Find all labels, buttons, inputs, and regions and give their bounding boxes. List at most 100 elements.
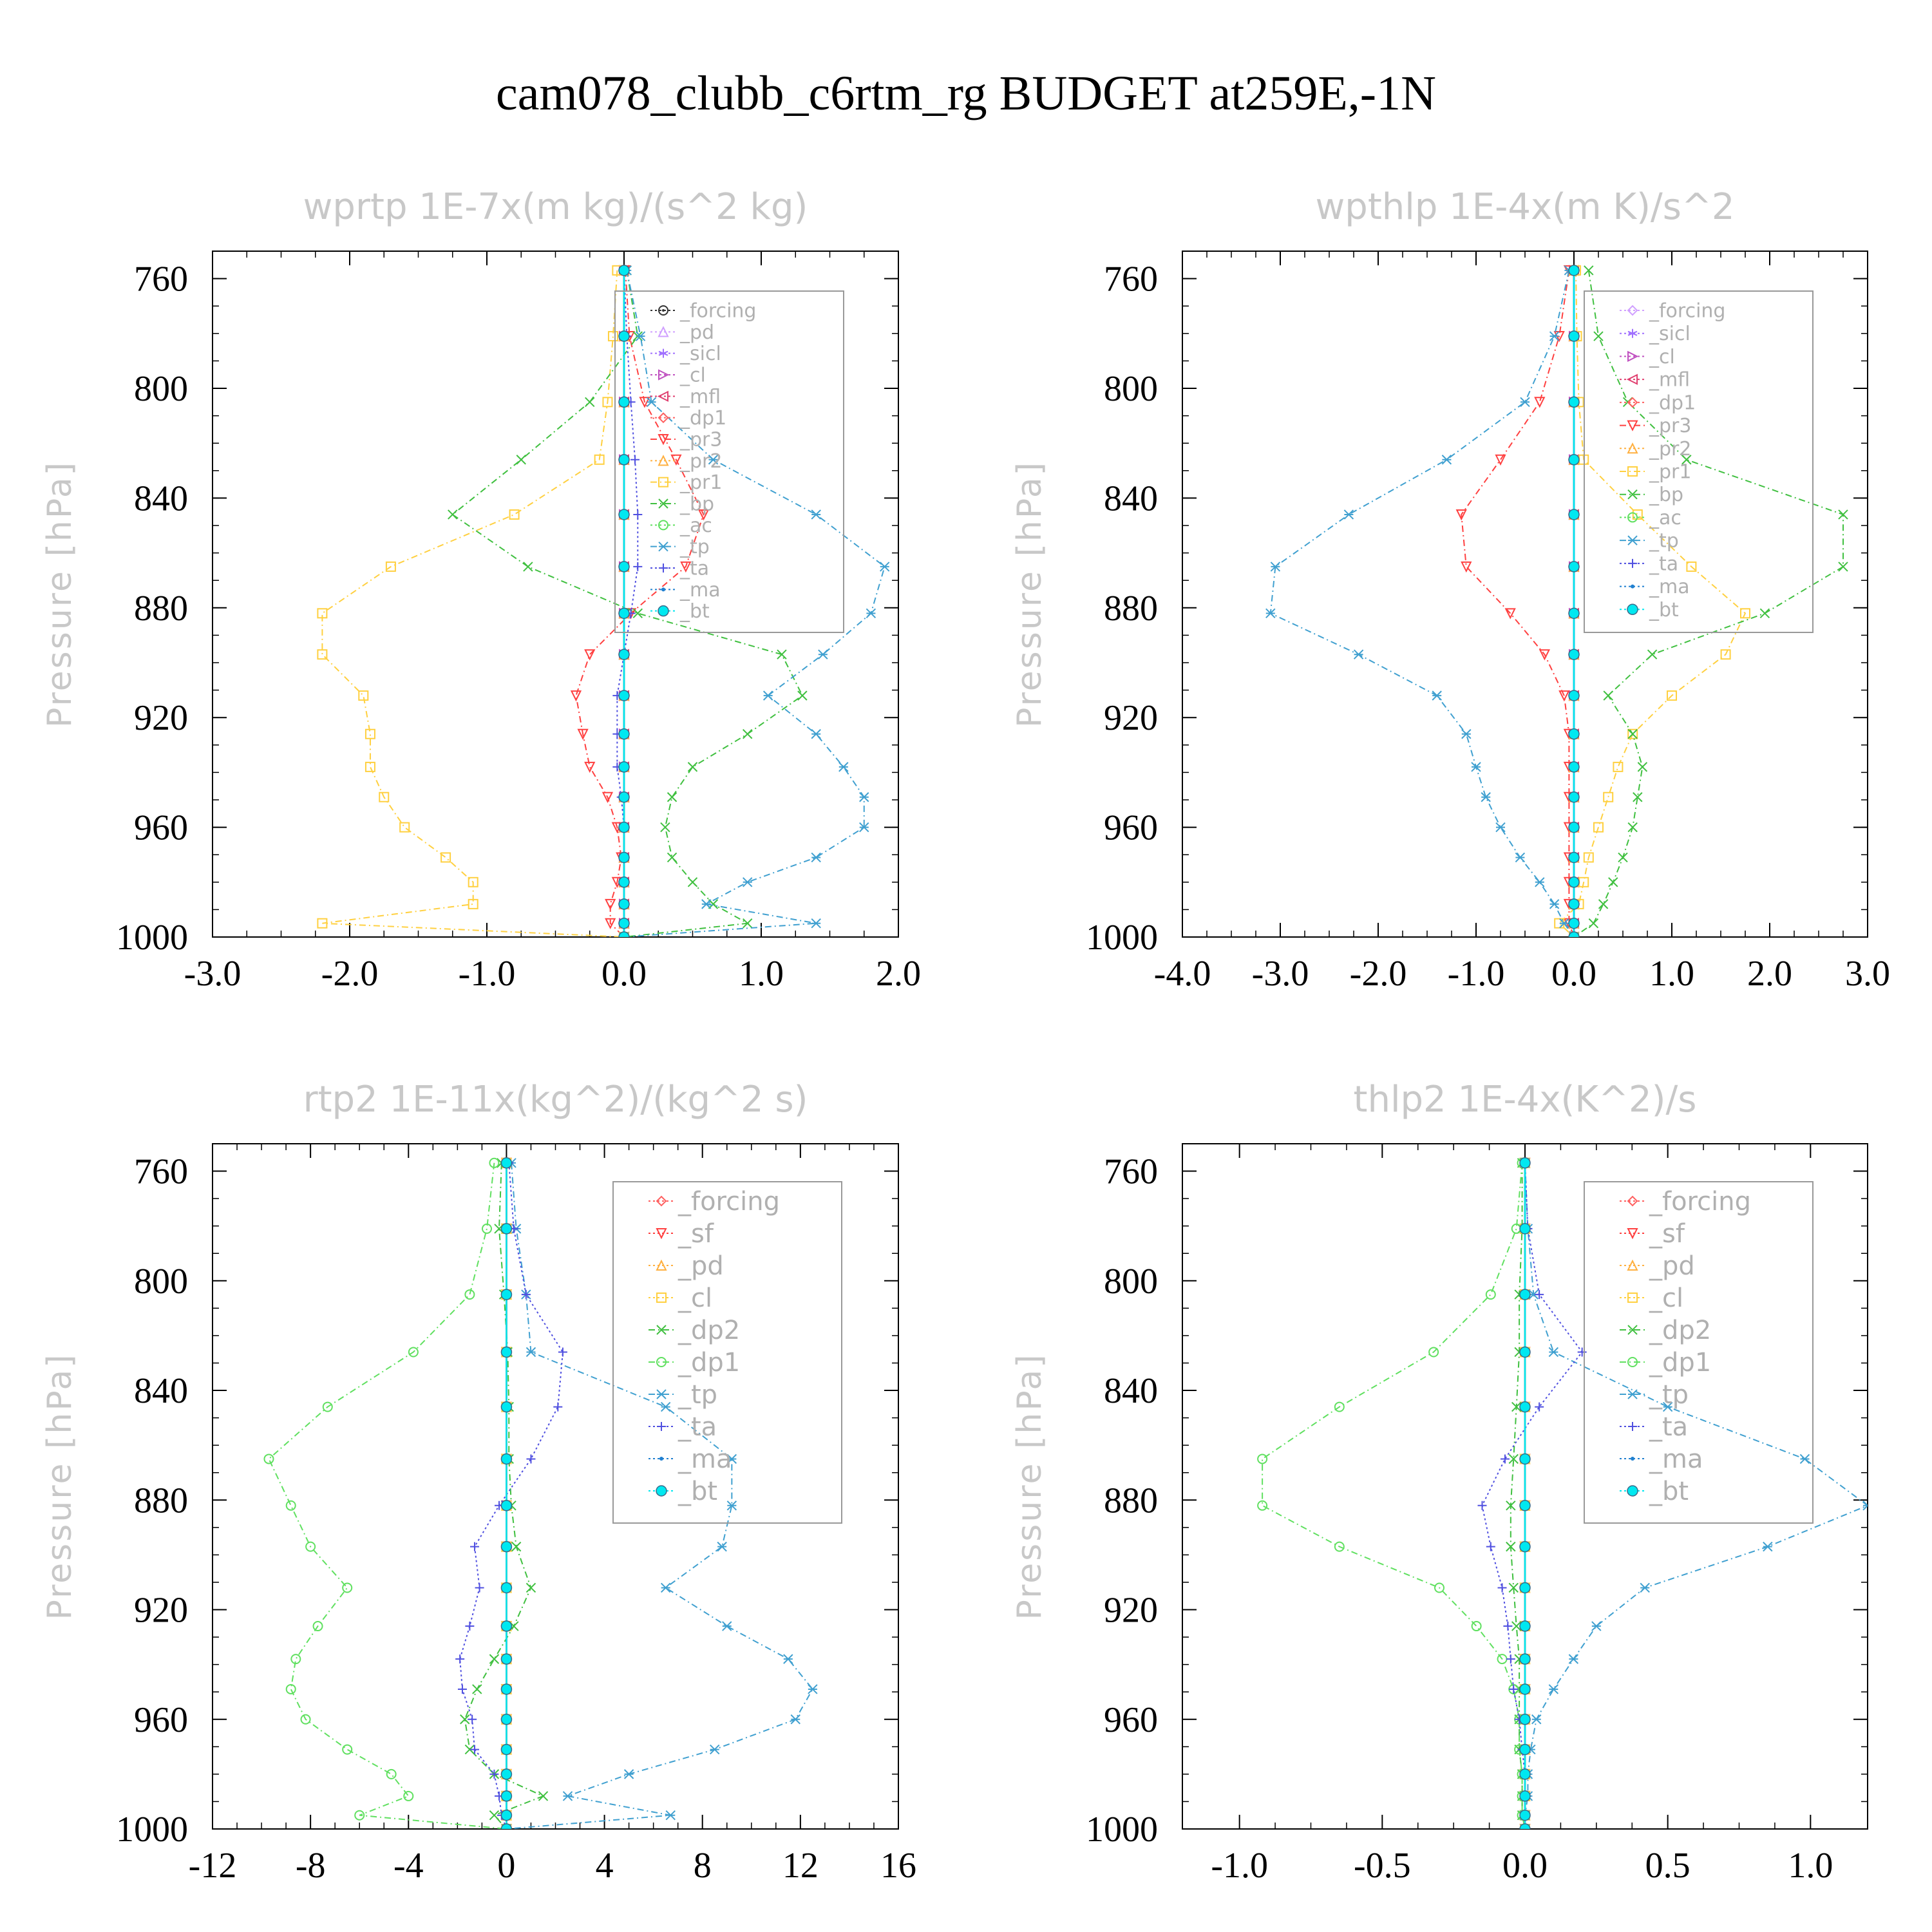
legend-label: _tp [1649, 1380, 1689, 1410]
legend-label: _pr1 [1649, 461, 1691, 484]
data-point-pr3 [601, 791, 614, 803]
y-tick-label: 1000 [1086, 918, 1158, 958]
data-point-dp2 [460, 1714, 470, 1725]
legend-marker [1627, 512, 1638, 523]
legend-marker [658, 434, 669, 446]
data-point-tp [811, 729, 821, 739]
data-point-bt [1519, 1743, 1531, 1756]
data-point-bt [500, 1620, 513, 1632]
legend-marker [1627, 489, 1638, 500]
legend-label: _bp [1649, 484, 1683, 506]
y-tick-label: 800 [1104, 369, 1158, 409]
data-point-bt [618, 330, 630, 342]
data-point-bt [1519, 1823, 1531, 1829]
data-point-dp2 [1506, 1501, 1516, 1511]
data-point-dp1 [322, 1401, 333, 1412]
series-line-dp2 [464, 1162, 545, 1829]
x-tick-label: -1.0 [1448, 954, 1505, 994]
data-point-dp1 [464, 1289, 475, 1300]
data-point-dp1 [408, 1347, 419, 1358]
x-tick-label: 1.0 [739, 954, 784, 994]
legend-marker [1627, 603, 1638, 616]
y-tick-label: 880 [134, 1481, 188, 1520]
data-point-bt [500, 1401, 513, 1413]
data-point-bt [1519, 1500, 1531, 1511]
data-point-dp2 [489, 1654, 500, 1664]
data-point-pr3 [680, 561, 692, 573]
legend-marker [656, 1389, 667, 1399]
y-tick-label: 1000 [116, 918, 188, 958]
data-point-pr1 [607, 331, 618, 342]
legend-marker [1628, 1422, 1637, 1431]
data-point-ta [633, 562, 643, 571]
series-group [263, 1157, 818, 1829]
legend-label: _pd [1649, 1251, 1695, 1281]
data-point-pr1 [385, 561, 396, 572]
data-point-bt [618, 821, 630, 833]
chart-panel-2: wpthlp 1E-4x(m K)/s^2 Pressure [hPa] -4.0 -… [1010, 186, 1890, 994]
data-point-bp [1627, 822, 1638, 833]
chart-panels: wprtp 1E-7x(m kg)/(s^2 kg) Pressure [hPa]… [41, 186, 1890, 1886]
data-point-bt [1519, 1540, 1531, 1553]
data-point-bt [1519, 1683, 1531, 1695]
data-point-bp [1618, 852, 1628, 863]
data-point-dp1 [1257, 1500, 1268, 1511]
x-tick-label: 0.0 [601, 954, 647, 994]
data-point-bp [1588, 918, 1599, 929]
data-point-tp [818, 649, 828, 659]
data-point-bp [667, 792, 677, 802]
series-line-ta [616, 270, 639, 937]
data-point-dp1 [290, 1654, 301, 1665]
data-point-bt [618, 690, 630, 701]
data-point-tp [783, 1654, 793, 1664]
data-point-pr3 [1558, 690, 1570, 702]
data-point-pr3 [697, 509, 710, 521]
data-point-bt [1519, 1346, 1531, 1358]
data-point-tp [1270, 562, 1281, 572]
legend-label: _bp [679, 493, 714, 516]
legend-marker [1627, 466, 1638, 477]
data-point-tp [1559, 918, 1569, 929]
x-tick-label: 0 [497, 1846, 515, 1886]
legend-label: _cl [1649, 346, 1675, 368]
data-point-ta [1577, 1347, 1587, 1357]
data-point-tp [762, 690, 773, 701]
y-tick-label: 840 [1104, 1371, 1158, 1411]
x-tick-label: -1.0 [1211, 1846, 1268, 1886]
legend-marker [658, 326, 669, 337]
data-point-bt [1568, 561, 1580, 573]
data-point-dp1 [285, 1683, 296, 1694]
data-point-ta [455, 1654, 465, 1664]
data-point-bt [500, 1809, 513, 1821]
series-line-tp [1524, 1162, 1868, 1829]
legend-marker [1627, 397, 1638, 408]
legend-label: _ma [1649, 576, 1690, 598]
data-point-pr1 [468, 876, 478, 887]
data-point-bt [500, 1223, 513, 1235]
legend-marker [1627, 1293, 1638, 1303]
legend-marker [656, 1259, 667, 1271]
data-point-tp [660, 1582, 671, 1593]
data-point-dp2 [1506, 1541, 1516, 1552]
data-point-tp [790, 1714, 800, 1725]
legend-label: _ta [1649, 553, 1678, 575]
y-tick-label: 1000 [116, 1810, 188, 1850]
data-point-dp1 [1334, 1401, 1345, 1412]
x-tick-label: -3.0 [184, 954, 242, 994]
data-point-pr1 [1667, 690, 1677, 701]
data-point-dp2 [489, 1810, 500, 1821]
data-point-bp [687, 877, 698, 887]
data-point-bp [1637, 762, 1648, 772]
legend-marker [1627, 1195, 1638, 1207]
legend-marker [1627, 442, 1638, 454]
data-point-pr3 [584, 761, 596, 773]
x-tick-label: 0.0 [1551, 954, 1596, 994]
legend-label: _bt [677, 1477, 717, 1506]
legend [1584, 290, 1814, 633]
legend-marker [1627, 1228, 1638, 1240]
legend-marker [658, 498, 668, 509]
data-point-tp [717, 1541, 727, 1552]
legend-label: _pd [677, 1251, 724, 1281]
legend-marker [658, 455, 669, 466]
data-point-bt [1568, 509, 1580, 520]
